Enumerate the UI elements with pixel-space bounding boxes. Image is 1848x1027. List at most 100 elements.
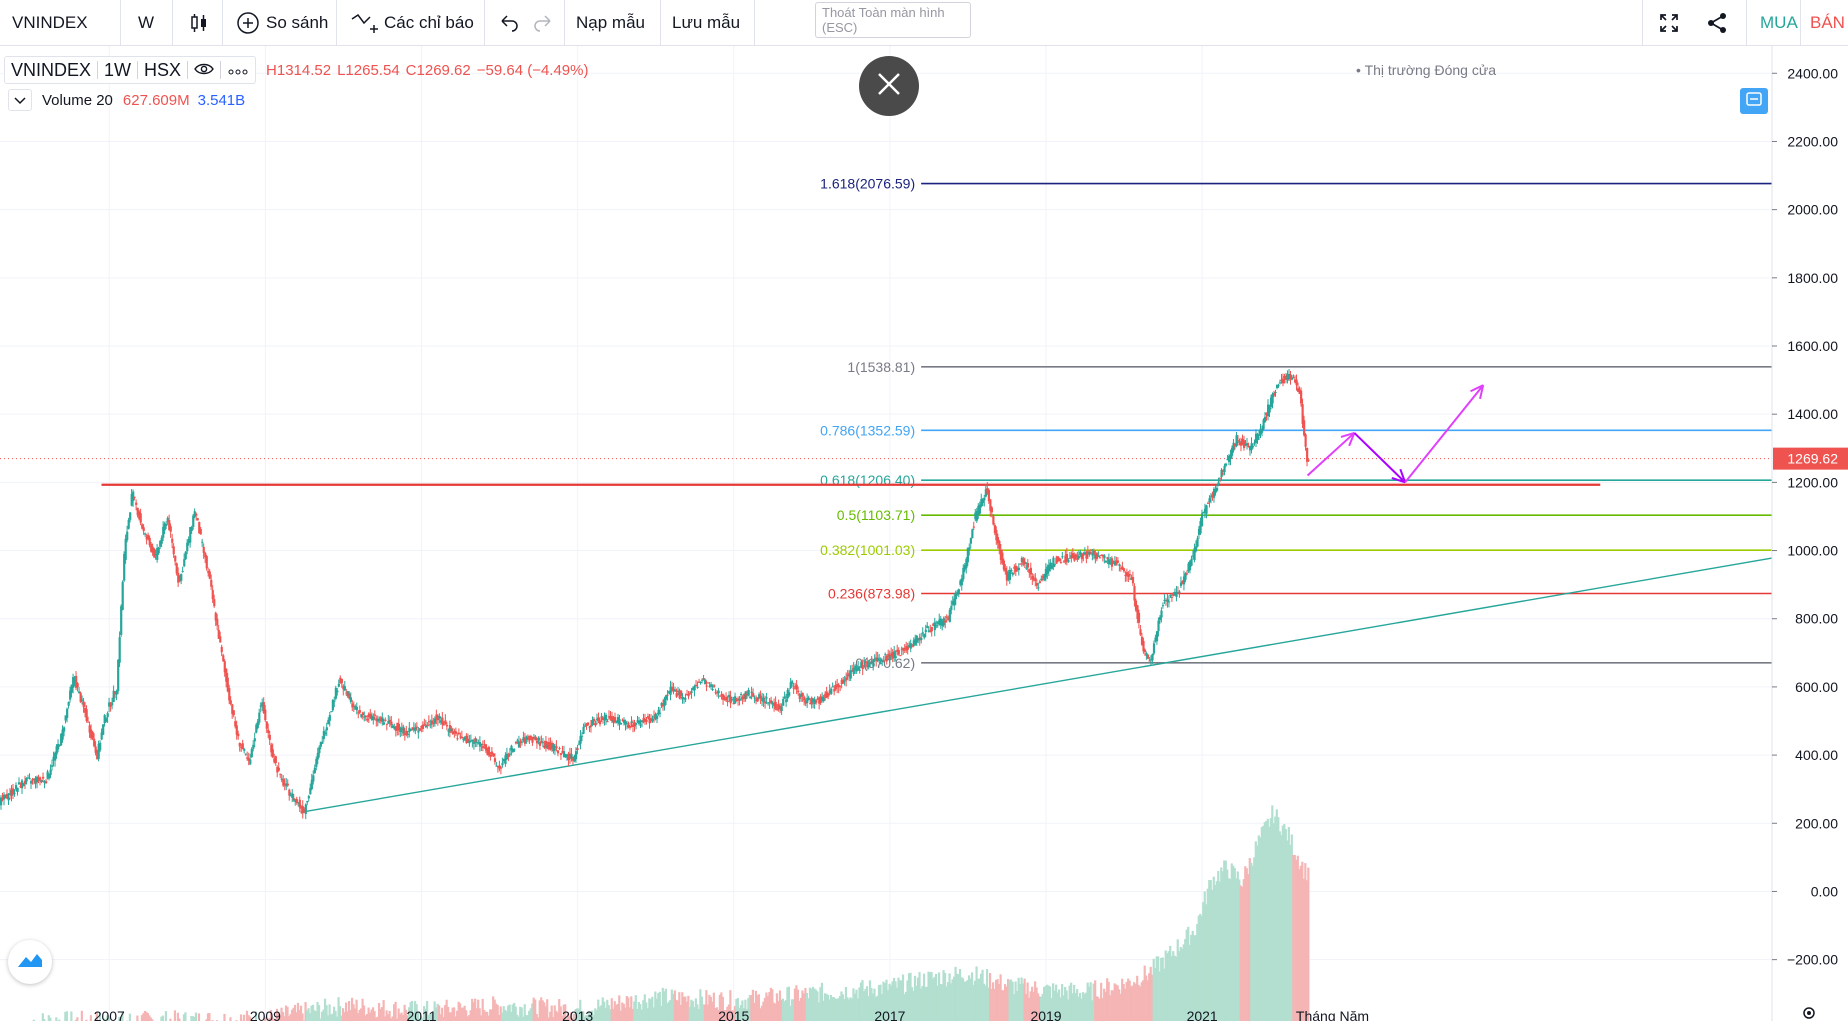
volume-bar <box>165 1011 167 1021</box>
candle-body <box>1305 434 1307 446</box>
close-fullscreen-button[interactable] <box>859 56 919 116</box>
candle-body <box>1129 574 1131 575</box>
candle-body <box>212 590 214 599</box>
symbol-search-button[interactable]: VNINDEX <box>4 0 116 46</box>
candle-body <box>970 538 972 544</box>
compare-button[interactable]: So sánh <box>228 0 336 46</box>
candle-body <box>507 755 509 758</box>
fibonacci-retracement[interactable]: 1.618(2076.59)1(1538.81)0.786(1352.59)0.… <box>820 176 1772 671</box>
candle-body <box>1069 558 1071 559</box>
sell-button[interactable]: BÁN <box>1802 0 1848 46</box>
candle-body <box>1105 561 1107 563</box>
candle-body <box>652 718 654 721</box>
symbol-info[interactable]: VNINDEX 1W HSX <box>4 56 256 84</box>
candle-body <box>676 693 678 697</box>
candle-body <box>174 556 176 562</box>
candle-body <box>895 656 897 658</box>
candle-body <box>209 571 211 578</box>
chart-style-button[interactable] <box>180 0 216 46</box>
load-layout-button[interactable]: Nạp mẫu <box>568 0 653 46</box>
candle-body <box>808 698 810 700</box>
candle-body <box>482 746 484 748</box>
candle-body <box>275 756 277 763</box>
chart-legend: VNINDEX 1W HSX H1314.52 L1265.54 C1269.6… <box>4 56 588 84</box>
volume-bar <box>395 1002 397 1021</box>
candle-body <box>704 679 706 684</box>
interval-label: W <box>138 13 154 33</box>
candle-body <box>18 782 20 784</box>
tradingview-logo[interactable] <box>8 940 52 984</box>
low-value: L1265.54 <box>337 62 400 79</box>
candle-body <box>474 738 476 742</box>
candle-body <box>23 784 25 786</box>
volume-ma-value: 627.609M <box>123 92 190 109</box>
redo-button[interactable] <box>524 0 562 46</box>
auto-scale-button[interactable] <box>1740 88 1768 114</box>
candle-body <box>251 749 253 757</box>
candle-body <box>815 700 817 702</box>
candle-body <box>77 683 79 687</box>
load-layout-label: Nạp mẫu <box>576 13 645 33</box>
candle-body <box>1012 573 1014 575</box>
settings-button[interactable] <box>1800 1004 1818 1027</box>
candle-body <box>306 801 308 802</box>
candle-body <box>257 722 259 728</box>
time-axis-label: 2017 <box>874 1008 905 1021</box>
candle-body <box>318 747 320 753</box>
candle-body <box>279 774 281 775</box>
candle-body <box>128 520 130 529</box>
candle-body <box>326 727 328 730</box>
candle-body <box>605 715 607 720</box>
candle-body <box>488 747 490 755</box>
candle-body <box>1195 546 1197 551</box>
eye-icon[interactable] <box>188 60 220 81</box>
collapse-button[interactable] <box>8 89 32 111</box>
candle-body <box>317 753 319 759</box>
save-layout-button[interactable]: Lưu mẫu <box>664 0 748 46</box>
share-button[interactable] <box>1694 0 1740 46</box>
interval-button[interactable]: W <box>130 0 162 46</box>
candle-body <box>923 634 925 638</box>
candle-body <box>237 734 239 737</box>
candle-body <box>1019 564 1021 565</box>
indicators-button[interactable]: Các chỉ báo <box>342 0 482 46</box>
candle-body <box>434 719 436 724</box>
candle-body <box>582 727 584 734</box>
candle-body <box>1097 556 1099 557</box>
undo-button[interactable] <box>490 0 528 46</box>
candle-body <box>203 547 205 553</box>
candle-body <box>1243 440 1245 448</box>
candle-body <box>473 742 475 744</box>
candle-body <box>450 729 452 732</box>
candle-body <box>832 686 834 687</box>
candle-body <box>680 691 682 696</box>
candle-body <box>1273 393 1275 396</box>
candle-body <box>697 687 699 688</box>
price-chart[interactable]: 1.618(2076.59)1(1538.81)0.786(1352.59)0.… <box>0 46 1848 1021</box>
candle-body <box>689 693 691 694</box>
more-icon[interactable] <box>221 60 255 81</box>
candle-body <box>501 763 503 765</box>
candle-body <box>931 627 933 631</box>
candle-body <box>272 749 274 757</box>
candle-body <box>489 755 491 757</box>
candle-body <box>1296 380 1298 386</box>
fullscreen-button[interactable] <box>1646 0 1692 46</box>
fullscreen-icon <box>1658 12 1680 34</box>
candle-body <box>594 723 596 725</box>
volume-bar <box>55 1017 57 1021</box>
volume-bar <box>184 1012 186 1021</box>
candle-body <box>383 722 385 724</box>
candle-body <box>72 677 74 688</box>
candle-body <box>107 713 109 717</box>
exit-fullscreen-button[interactable]: Thoát Toàn màn hình (ESC) <box>815 2 971 38</box>
candle-body <box>119 637 121 663</box>
candle-body <box>336 691 338 693</box>
candle-body <box>417 731 419 733</box>
volume-histogram <box>31 805 1309 1021</box>
buy-button[interactable]: MUA <box>1752 0 1806 46</box>
volume-bar <box>90 1015 92 1021</box>
candle-body <box>500 767 502 768</box>
candle-body <box>287 784 289 786</box>
price-axis[interactable]: 2400.002200.002000.001800.001600.001400.… <box>1772 46 1848 1021</box>
